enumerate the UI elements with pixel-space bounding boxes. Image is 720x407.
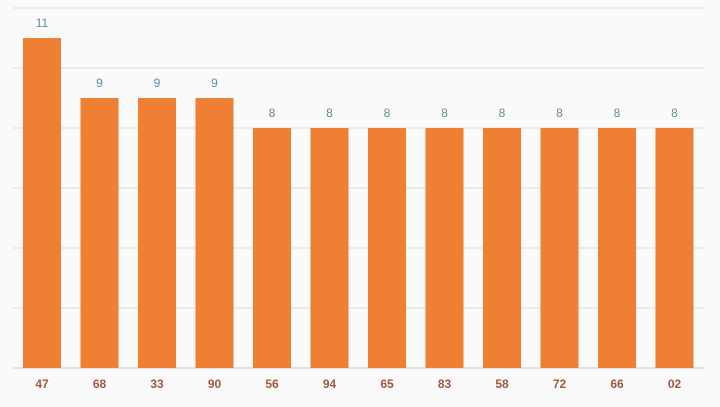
value-label: 8	[269, 106, 276, 120]
bar	[368, 128, 406, 368]
bar	[483, 128, 521, 368]
bar	[655, 128, 694, 368]
bar	[310, 128, 349, 368]
bar	[253, 128, 291, 368]
value-label: 8	[441, 106, 448, 120]
value-label: 9	[154, 76, 161, 90]
x-tick-label: 83	[438, 377, 452, 391]
bar	[195, 98, 234, 368]
x-tick-label: 58	[495, 377, 509, 391]
bar	[80, 98, 119, 368]
bar	[598, 128, 636, 368]
bar	[540, 128, 579, 368]
value-label: 8	[614, 106, 621, 120]
x-tick-label: 56	[265, 377, 279, 391]
x-tick-label: 47	[35, 377, 49, 391]
x-tick-label: 68	[93, 377, 107, 391]
value-label: 8	[671, 106, 678, 120]
value-label: 8	[556, 106, 563, 120]
value-label: 9	[211, 76, 218, 90]
x-tick-label: 02	[668, 377, 682, 391]
x-tick-label: 90	[208, 377, 222, 391]
x-tick-label: 33	[150, 377, 164, 391]
bar	[23, 38, 61, 368]
bar	[425, 128, 464, 368]
x-tick-label: 66	[610, 377, 624, 391]
x-tick-label: 94	[323, 377, 337, 391]
value-label: 8	[326, 106, 333, 120]
x-tick-label: 72	[553, 377, 567, 391]
x-tick-label: 65	[380, 377, 394, 391]
value-label: 8	[384, 106, 391, 120]
value-label: 9	[96, 76, 103, 90]
bar	[138, 98, 176, 368]
value-label: 11	[36, 16, 49, 30]
value-label: 8	[499, 106, 506, 120]
